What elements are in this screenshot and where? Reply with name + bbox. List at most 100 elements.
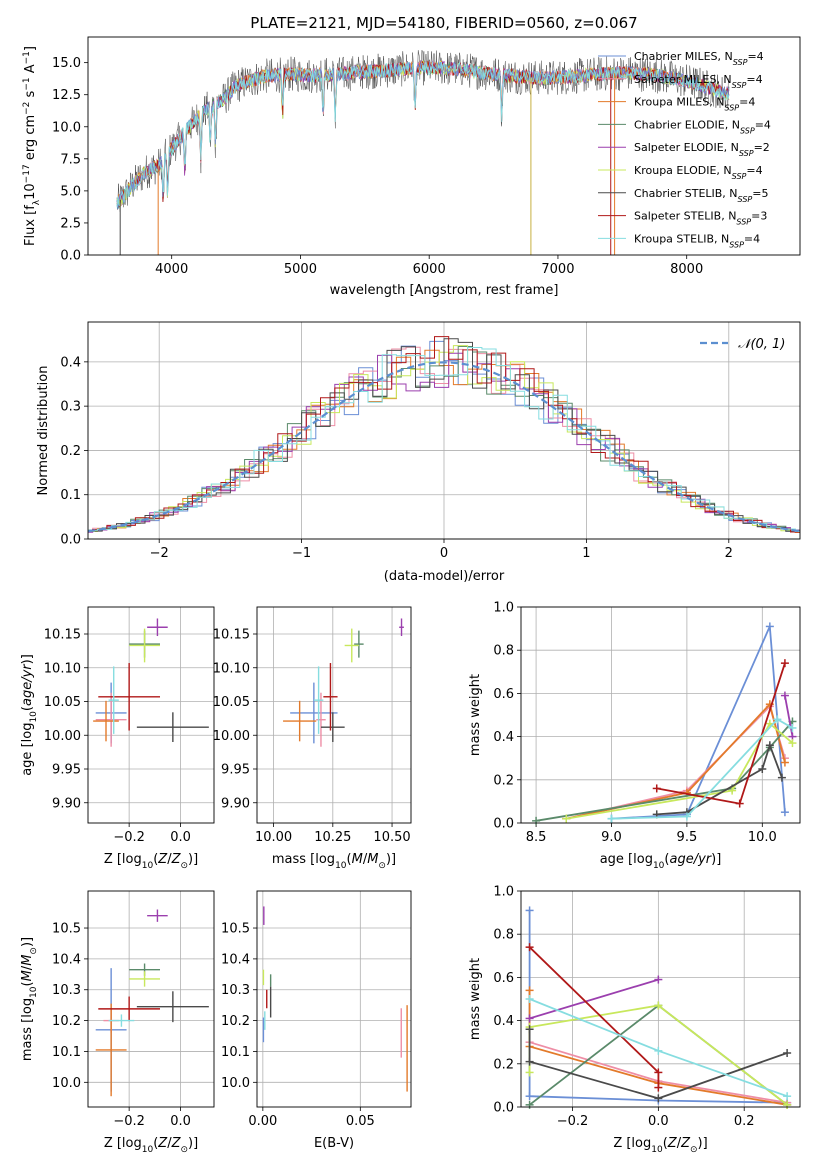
y-tick-label: 0.0 (493, 1101, 514, 1116)
weight-marker (562, 814, 571, 823)
weight-marker (654, 1094, 663, 1103)
x-tick-label: 8.5 (526, 830, 547, 845)
data-point (108, 1014, 135, 1027)
x-tick-label: −0.2 (113, 830, 145, 845)
weight-marker (765, 741, 774, 750)
x-tick-label: 10.50 (373, 830, 410, 845)
weight-marker (654, 1001, 663, 1010)
y-tick-label: 0.2 (493, 773, 514, 788)
weight-marker (525, 986, 534, 995)
weight-marker (525, 1068, 534, 1077)
x-tick-label: 10.00 (255, 830, 292, 845)
x-tick-label: 2 (725, 546, 733, 561)
legend-entry: 𝒩(0, 1) (738, 337, 785, 352)
weight-marker (532, 816, 541, 825)
x-tick-label: 5000 (284, 262, 317, 277)
x-tick-label: 0.0 (170, 830, 191, 845)
y-tick-label: 10.15 (213, 628, 250, 643)
y-tick-label: 12.5 (52, 88, 81, 103)
axes-frame (520, 890, 801, 1108)
axes-frame (256, 606, 412, 824)
weight-marker (654, 1068, 663, 1077)
axes-frame (256, 890, 412, 1108)
data-point (136, 712, 209, 742)
x-tick-label: 0.00 (248, 1114, 277, 1129)
weight-marker (525, 1057, 534, 1066)
weight-marker (525, 943, 534, 952)
y-axis-label: mass [log10(M/M⊙)] (20, 937, 39, 1061)
x-tick-label: 0 (440, 546, 448, 561)
y-tick-label: 10.0 (221, 1076, 250, 1091)
y-tick-label: 0.2 (493, 1057, 514, 1072)
y-tick-label: 0.0 (60, 249, 81, 264)
data-point (147, 618, 168, 637)
y-tick-label: 0.4 (493, 730, 514, 745)
x-axis-label: Z [log10(Z/Z⊙)] (104, 852, 198, 871)
weight-series-line (611, 718, 793, 820)
y-tick-label: 10.2 (221, 1014, 250, 1029)
weight-marker (652, 784, 661, 793)
y-tick-label: 0.2 (60, 444, 81, 459)
x-tick-label: 8000 (670, 262, 703, 277)
y-tick-label: 10.10 (213, 661, 250, 676)
axes-frame (87, 321, 801, 540)
weight-marker (783, 1092, 792, 1101)
y-tick-label: 10.05 (44, 695, 81, 710)
y-tick-label: 7.5 (60, 152, 81, 167)
normal-reference-curve (87, 361, 801, 533)
weight-marker (525, 995, 534, 1003)
x-tick-label: 10.0 (748, 830, 777, 845)
y-tick-label: 0.1 (60, 488, 81, 503)
x-axis-label: wavelength [Angstrom, rest frame] (330, 283, 559, 298)
data-point (283, 700, 317, 742)
data-point (354, 630, 364, 658)
weight-vs-age-grid (521, 606, 800, 824)
x-axis-label: (data-model)/error (384, 569, 505, 584)
x-tick-label: 0.05 (346, 1114, 375, 1129)
y-tick-label: 0.4 (60, 355, 81, 370)
age-vs-Z-grid (88, 607, 214, 823)
x-axis-label: age [log10(age/yr)] (600, 852, 722, 871)
spectrum-series-line (116, 61, 730, 208)
y-tick-label: 0.3 (60, 400, 81, 415)
y-tick-label: 1.0 (493, 885, 514, 900)
x-tick-label: −0.2 (113, 1114, 145, 1129)
legend-entry: Chabrier STELIB, NSSP=5 (634, 187, 768, 204)
weight-series-line (784, 695, 794, 737)
data-point (98, 663, 160, 731)
weight-series-line (528, 1029, 788, 1100)
data-point (98, 996, 160, 1022)
x-tick-label: 9.5 (677, 830, 698, 845)
x-tick-label: −1 (292, 546, 311, 561)
weight-marker (525, 1025, 534, 1034)
y-tick-label: 10.4 (52, 952, 81, 967)
weight-marker (682, 812, 691, 821)
data-point (316, 692, 326, 747)
y-axis-label: Flux [fλ10−17 erg cm−2 s−1 A−1] (22, 46, 42, 246)
weight-marker (780, 691, 789, 700)
y-tick-label: 10.3 (52, 983, 81, 998)
axes-frame (87, 606, 215, 824)
x-axis-label: E(B-V) (314, 1136, 354, 1151)
y-axis-label: age [log10(age/yr)] (20, 654, 39, 776)
y-tick-label: 0.8 (493, 928, 514, 943)
residual-histogram (88, 336, 800, 533)
x-tick-label: 7000 (541, 262, 574, 277)
y-tick-label: 9.90 (221, 796, 250, 811)
data-point (95, 692, 127, 747)
y-tick-label: 10.00 (44, 729, 81, 744)
x-axis-label: Z [log10(Z/Z⊙)] (613, 1136, 707, 1155)
weight-marker (783, 1100, 792, 1109)
x-tick-label: −2 (150, 546, 169, 561)
x-tick-label: 1 (582, 546, 590, 561)
weight-marker (783, 1049, 792, 1057)
y-tick-label: 10.2 (52, 1014, 81, 1029)
weight-marker (765, 622, 774, 631)
weight-marker (654, 975, 663, 984)
y-tick-label: 5.0 (60, 184, 81, 199)
y-tick-label: 10.0 (52, 1076, 81, 1091)
y-tick-label: 10.5 (221, 922, 250, 937)
y-axis-label: mass weight (468, 958, 483, 1040)
weight-series-line (611, 626, 786, 820)
